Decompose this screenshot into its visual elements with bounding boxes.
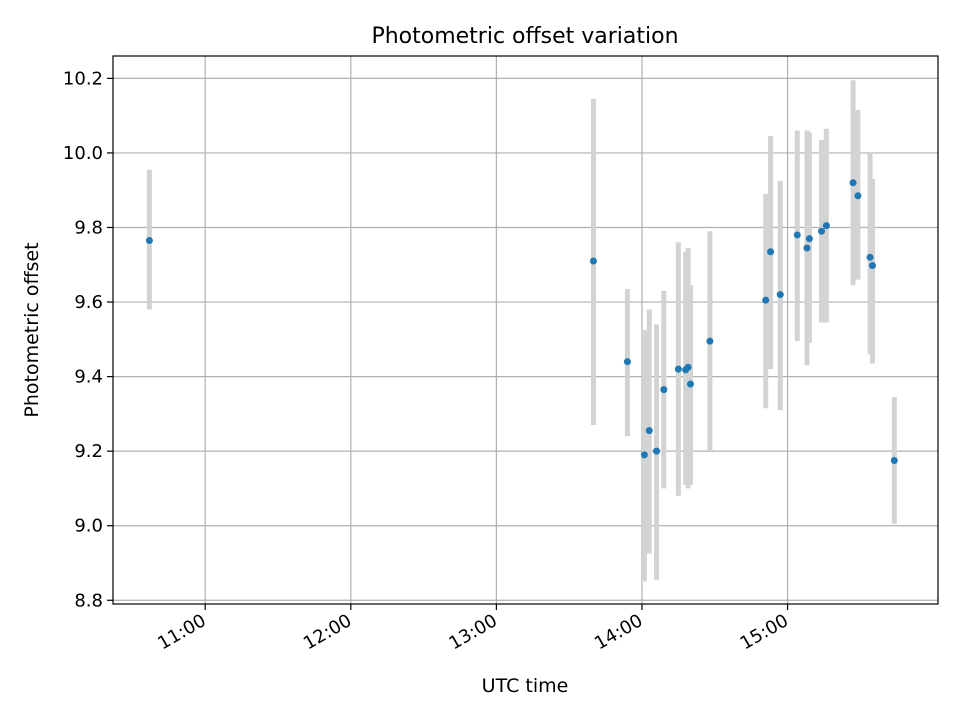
y-tick-label: 9.4 xyxy=(74,367,103,388)
chart-title: Photometric offset variation xyxy=(371,24,678,49)
grid-lines xyxy=(113,56,938,604)
data-point xyxy=(589,257,597,265)
y-tick-label: 9.0 xyxy=(74,516,103,537)
data-point xyxy=(674,365,682,373)
data-point xyxy=(687,380,694,388)
data-points xyxy=(145,179,898,464)
data-point xyxy=(145,237,153,245)
data-point xyxy=(776,291,784,299)
y-tick-label: 8.8 xyxy=(74,590,103,611)
data-point xyxy=(623,358,631,366)
y-tick-label: 10.2 xyxy=(63,68,103,89)
data-point xyxy=(645,427,653,435)
y-tick-label: 9.2 xyxy=(74,441,103,462)
plot-frame xyxy=(112,55,939,605)
x-axis-label: UTC time xyxy=(482,675,569,697)
data-point xyxy=(805,235,813,243)
data-point xyxy=(868,262,876,270)
data-point xyxy=(866,253,874,261)
y-axis-label: Photometric offset xyxy=(21,242,43,417)
y-axis-ticks: 8.8 9.0 9.2 9.4 9.6 9.8 10.0 10.2 xyxy=(63,68,113,611)
y-tick-label: 10.0 xyxy=(63,143,103,164)
data-point xyxy=(849,179,857,187)
data-point xyxy=(890,456,898,464)
y-tick-label: 9.8 xyxy=(74,217,103,238)
data-point xyxy=(653,447,661,455)
data-point xyxy=(818,227,826,235)
data-point xyxy=(684,363,692,371)
data-point xyxy=(762,296,770,304)
data-point xyxy=(767,248,775,256)
data-point xyxy=(793,231,801,239)
y-tick-label: 9.6 xyxy=(74,292,103,313)
data-point xyxy=(660,386,668,394)
data-point xyxy=(822,222,830,230)
data-point xyxy=(706,337,714,345)
data-point xyxy=(803,244,811,252)
data-point xyxy=(854,192,862,200)
data-point xyxy=(640,451,648,459)
